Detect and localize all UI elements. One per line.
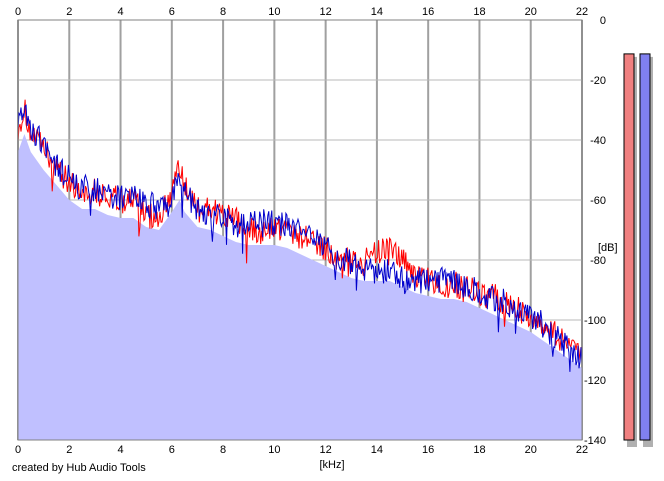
y-tick-label: 0: [600, 15, 606, 27]
x-tick-label-bottom: 16: [422, 444, 434, 456]
x-tick-label-bottom: 6: [169, 444, 175, 456]
spectrum-fill-area: [18, 134, 582, 440]
y-tick-label: -60: [590, 195, 606, 207]
series-line-2: [17, 104, 583, 372]
y-tick-label: -100: [584, 315, 606, 327]
x-tick-label: 6: [169, 6, 175, 18]
x-tick-label-bottom: 12: [320, 444, 332, 456]
series-line-1: [17, 99, 583, 361]
x-tick-label-bottom: 20: [525, 444, 537, 456]
credit-text: created by Hub Audio Tools: [12, 462, 146, 474]
x-tick-label-bottom: 22: [576, 444, 588, 456]
x-tick-label: 8: [220, 6, 226, 18]
y-tick-label: -120: [584, 375, 606, 387]
series-layer: [17, 99, 583, 372]
x-tick-label: 12: [320, 6, 332, 18]
x-tick-label: 4: [117, 6, 123, 18]
x-tick-label: 10: [268, 6, 280, 18]
x-tick-label-bottom: 2: [66, 444, 72, 456]
x-tick-label: 20: [525, 6, 537, 18]
y-axis-label: [dB]: [598, 242, 618, 254]
x-tick-label: 18: [473, 6, 485, 18]
x-tick-label: 2: [66, 6, 72, 18]
x-tick-label: 22: [576, 6, 588, 18]
x-axis-label: [kHz]: [319, 459, 344, 471]
x-tick-label: 0: [15, 6, 21, 18]
y-tick-label: -140: [584, 435, 606, 447]
x-tick-label-bottom: 8: [220, 444, 226, 456]
y-tick-label: -80: [590, 255, 606, 267]
x-tick-label-bottom: 0: [15, 444, 21, 456]
y-tick-labels: 0 -20 -40 -60 -80 -100 -120 -140: [584, 15, 606, 447]
level-meters: [623, 53, 653, 448]
plot-frame: [17, 19, 583, 441]
x-tick-label-bottom: 18: [473, 444, 485, 456]
x-tick-label-bottom: 14: [371, 444, 383, 456]
y-tick-label: -20: [590, 75, 606, 87]
y-tick-label: -40: [590, 135, 606, 147]
x-tick-label-bottom: 10: [268, 444, 280, 456]
x-tick-label: 14: [371, 6, 383, 18]
x-tick-label: 16: [422, 6, 434, 18]
level-meter-1: [623, 53, 635, 441]
level-meter-2: [639, 53, 651, 441]
x-tick-label-bottom: 4: [117, 444, 123, 456]
